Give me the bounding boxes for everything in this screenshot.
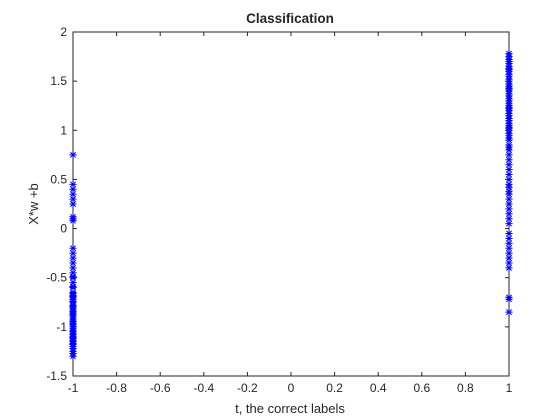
x-tick-label: -0.4 — [193, 381, 214, 395]
y-tick-label: 1 — [60, 123, 67, 137]
x-tick-label: 0.2 — [326, 381, 343, 395]
data-point — [505, 195, 513, 203]
y-tick-label: 1.5 — [50, 74, 67, 88]
data-point — [505, 64, 513, 72]
x-tick-label: -1 — [68, 381, 79, 395]
data-point — [69, 349, 77, 357]
x-tick-label: -0.6 — [150, 381, 171, 395]
y-tick-label: -1.5 — [46, 369, 67, 383]
data-point — [69, 321, 77, 329]
data-point — [505, 220, 513, 228]
data-point — [69, 200, 77, 208]
data-point — [69, 282, 77, 291]
x-tick-label: 0.8 — [457, 381, 474, 395]
data-point — [505, 170, 513, 179]
y-tick-label: 2 — [60, 25, 67, 39]
chart-title: Classification — [246, 11, 334, 26]
x-tick-label: 0.4 — [370, 381, 387, 395]
data-point — [505, 295, 513, 303]
y-axis-label: X*w +b — [26, 183, 41, 225]
data-point — [69, 302, 77, 310]
data-point — [69, 334, 77, 342]
axes-box — [72, 31, 510, 377]
data-point — [505, 123, 513, 131]
data-point — [505, 200, 513, 208]
data-point — [69, 273, 77, 281]
data-point — [69, 340, 77, 349]
data-point — [505, 308, 513, 316]
data-point — [505, 136, 513, 144]
data-point — [505, 161, 513, 169]
axis-ticks: -1 -0.8 -0.6 -0.4 -0.2 0 0.2 0.4 0.6 0.8 1-1.5-1-0… — [46, 25, 512, 395]
data-point — [505, 143, 513, 151]
y-tick-label: -0.5 — [46, 271, 67, 285]
data-point — [505, 104, 513, 112]
data-point — [505, 175, 513, 184]
x-tick-label: -0.8 — [106, 381, 127, 395]
y-tick-label: 0.5 — [50, 172, 67, 186]
y-tick-label: -1 — [56, 320, 67, 334]
y-tick-label: 0 — [60, 222, 67, 236]
data-point — [69, 217, 77, 225]
x-tick-label: -0.2 — [237, 381, 258, 395]
data-point — [505, 84, 513, 92]
data-point — [69, 254, 77, 262]
x-tick-label: 1 — [506, 381, 513, 395]
data-point — [69, 249, 77, 257]
x-tick-label: 0.6 — [413, 381, 430, 395]
data-point — [69, 151, 77, 159]
data-point — [505, 264, 513, 272]
data-point — [69, 292, 77, 300]
data-points — [69, 50, 513, 360]
data-point — [505, 254, 513, 262]
x-tick-label: 0 — [288, 381, 295, 395]
data-point — [69, 311, 77, 319]
x-axis-label: t, the correct labels — [235, 401, 345, 416]
